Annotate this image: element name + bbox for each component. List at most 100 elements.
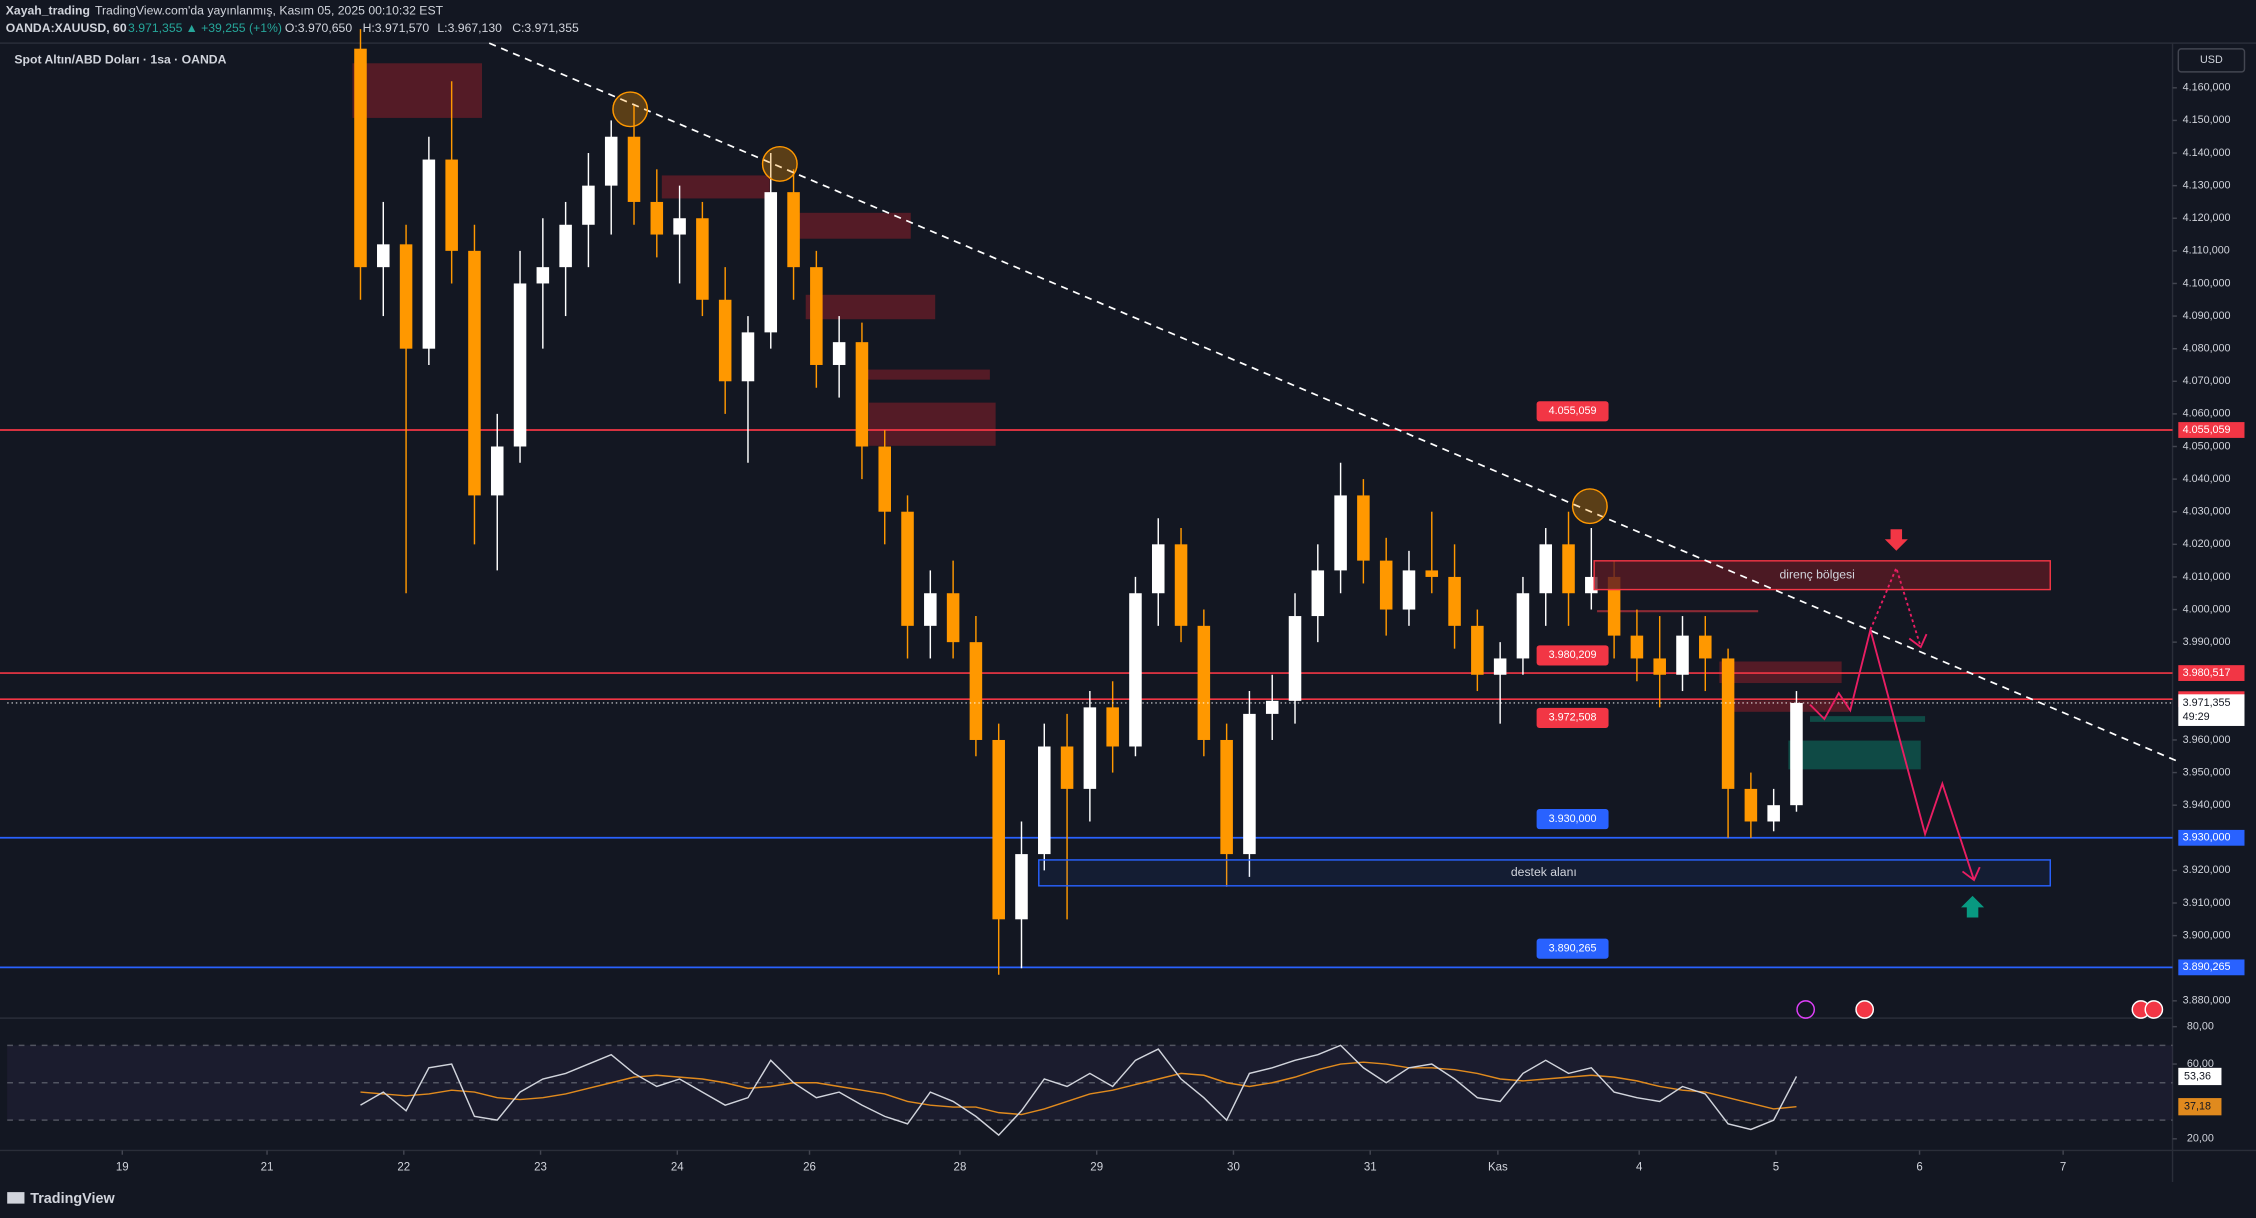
y-tick-label: 3.960,000	[2183, 734, 2231, 746]
zone	[805, 294, 936, 320]
callout-box	[1536, 938, 1609, 959]
y-tick-label: 4.070,000	[2183, 375, 2231, 387]
candle-body	[399, 244, 413, 349]
candle-body	[1448, 576, 1461, 626]
candle-body	[1379, 560, 1393, 610]
candle-body	[1790, 702, 1803, 806]
candle-body	[924, 593, 937, 626]
y-tick-label: 3.910,000	[2183, 897, 2231, 909]
x-tick-label: 23	[534, 1162, 547, 1174]
y-tick-label: 4.140,000	[2183, 147, 2231, 159]
candle-body	[536, 267, 550, 284]
candle-body	[946, 593, 960, 643]
pivot-marker	[1571, 488, 1608, 525]
change: ▲ +39,255 (+1%)	[186, 21, 282, 35]
candle-body	[1402, 570, 1416, 610]
x-tick-label: 19	[116, 1162, 129, 1174]
symbol: OANDA:XAUUSD, 60	[6, 21, 127, 35]
candle-body	[513, 283, 527, 447]
projection-path	[1809, 626, 1975, 881]
rsi-ma-box	[2178, 1098, 2222, 1116]
zone	[869, 402, 996, 446]
rsi-ma-line	[360, 1061, 1797, 1116]
currency-box[interactable]	[2177, 48, 2246, 73]
candle-body	[604, 136, 618, 186]
candle-body	[1311, 570, 1325, 617]
y-tick-label: 4.080,000	[2183, 343, 2231, 355]
callout-label: 3.972,508	[1549, 712, 1597, 724]
candle-body	[1721, 658, 1735, 789]
high: H:3.971,570	[363, 21, 430, 35]
x-tick-label: 21	[261, 1162, 274, 1174]
rsi-tick-label: 60,00	[2187, 1058, 2214, 1070]
level-axis-box	[2178, 665, 2245, 681]
countdown: 49:29	[2183, 711, 2210, 723]
candle-body	[1607, 576, 1621, 636]
y-tick-label: 4.110,000	[2183, 245, 2230, 257]
pivot-marker	[612, 91, 649, 128]
y-tick-label: 4.030,000	[2183, 506, 2231, 518]
x-tick-label: 7	[2060, 1162, 2066, 1174]
candle-body	[377, 244, 390, 268]
candle-body	[901, 511, 914, 626]
level-axis-box	[2178, 959, 2245, 976]
candle-body	[1493, 658, 1507, 675]
event-icon	[2144, 1000, 2164, 1019]
candle-body	[787, 192, 800, 268]
pivot-marker	[761, 145, 798, 182]
zone	[788, 212, 911, 239]
candle-body	[1562, 544, 1575, 594]
chart-title: Spot Altın/ABD Doları · 1sa · OANDA	[14, 53, 226, 67]
x-tick-label: 24	[671, 1162, 684, 1174]
x-tick-label: 5	[1773, 1162, 1779, 1174]
candle-body	[1174, 544, 1188, 626]
y-tick-label: 4.090,000	[2183, 310, 2231, 322]
x-tick-label: 29	[1090, 1162, 1103, 1174]
candle-body	[1265, 700, 1279, 714]
rsi-tick-label: 20,00	[2187, 1133, 2214, 1145]
projection-head	[1961, 866, 1981, 882]
candle-body	[1015, 854, 1028, 920]
x-tick-label: 28	[954, 1162, 967, 1174]
candle-body	[1038, 746, 1051, 855]
zone	[863, 369, 990, 380]
candle-body	[1060, 746, 1074, 789]
candle-body	[1471, 625, 1484, 675]
candle-body	[1653, 658, 1666, 675]
level-axis-box	[2178, 829, 2245, 846]
y-tick-label: 4.100,000	[2183, 277, 2231, 289]
projection-alt-head	[1908, 633, 1928, 649]
zone	[352, 63, 482, 118]
y-tick-label: 4.130,000	[2183, 179, 2231, 191]
y-tick-label: 3.940,000	[2183, 799, 2231, 811]
callout-box	[1536, 809, 1609, 830]
callout-box	[1536, 645, 1609, 666]
candle-body	[1151, 544, 1165, 594]
candle-body	[1129, 593, 1142, 747]
y-tick-label: 4.000,000	[2183, 603, 2231, 615]
candle-body	[354, 48, 367, 268]
candle-body	[627, 136, 641, 202]
level-axis-label: 3.980,517	[2183, 667, 2231, 679]
buy-arrow	[1961, 895, 1985, 918]
callout-box	[1536, 401, 1609, 422]
y-tick-label: 3.920,000	[2183, 864, 2231, 876]
last: 3.971,355	[128, 21, 183, 35]
callout-label: 3.930,000	[1549, 813, 1597, 825]
event-icon	[1855, 1000, 1875, 1019]
y-tick-label: 4.010,000	[2183, 571, 2231, 583]
y-tick-label: 4.120,000	[2183, 212, 2231, 224]
level-axis-label: 3.890,265	[2183, 961, 2231, 973]
currency: USD	[2200, 54, 2223, 66]
y-tick-label: 3.990,000	[2183, 636, 2231, 648]
x-tick-label: 6	[1916, 1162, 1922, 1174]
candle-body	[969, 642, 983, 740]
candle-body	[1767, 805, 1780, 822]
callout-label: 3.980,209	[1549, 649, 1597, 661]
rsi-value-box	[2178, 1067, 2222, 1086]
candle-body	[741, 332, 755, 382]
author: Xayah_trading	[6, 4, 90, 18]
candle-body	[445, 159, 458, 251]
projection-alt	[1869, 565, 1922, 648]
